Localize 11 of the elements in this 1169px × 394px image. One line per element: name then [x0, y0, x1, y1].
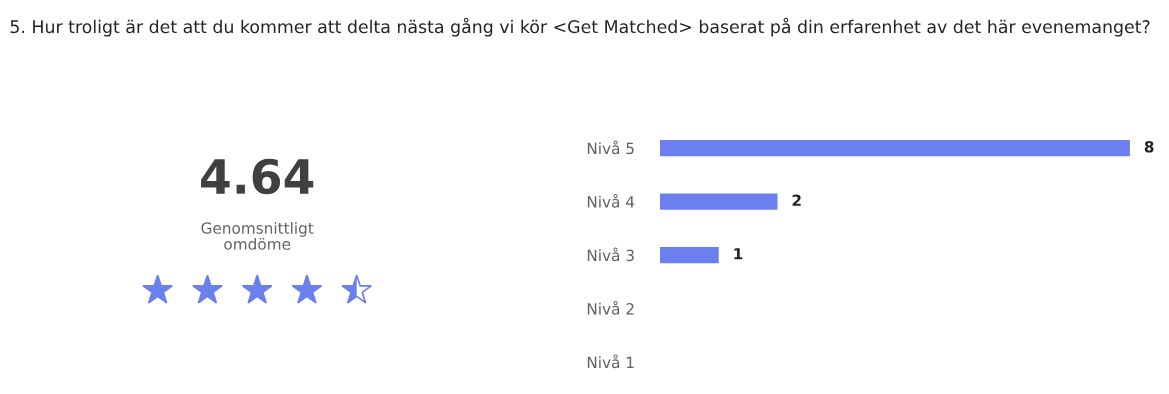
y-tick-label: Nivå 5	[587, 140, 634, 155]
y-tick-label: Nivå 2	[587, 301, 634, 315]
data-label: 2	[792, 194, 801, 206]
y-tick-label: Nivå 1	[587, 354, 634, 369]
y-tick-label: Nivå 3	[587, 247, 634, 262]
text: Genomsnittligt omdöme	[201, 222, 314, 250]
data-label: 8	[1144, 140, 1154, 153]
data-label: 1	[734, 248, 743, 260]
text: 5. Hur troligt är det att du kommer att delta nästa gång vi kör <Get Matched> baserat på din erfarenhet av det här evenemanget?	[10, 17, 1150, 37]
text: 4.64	[201, 158, 314, 195]
y-tick-label: Nivå 4	[587, 194, 635, 208]
